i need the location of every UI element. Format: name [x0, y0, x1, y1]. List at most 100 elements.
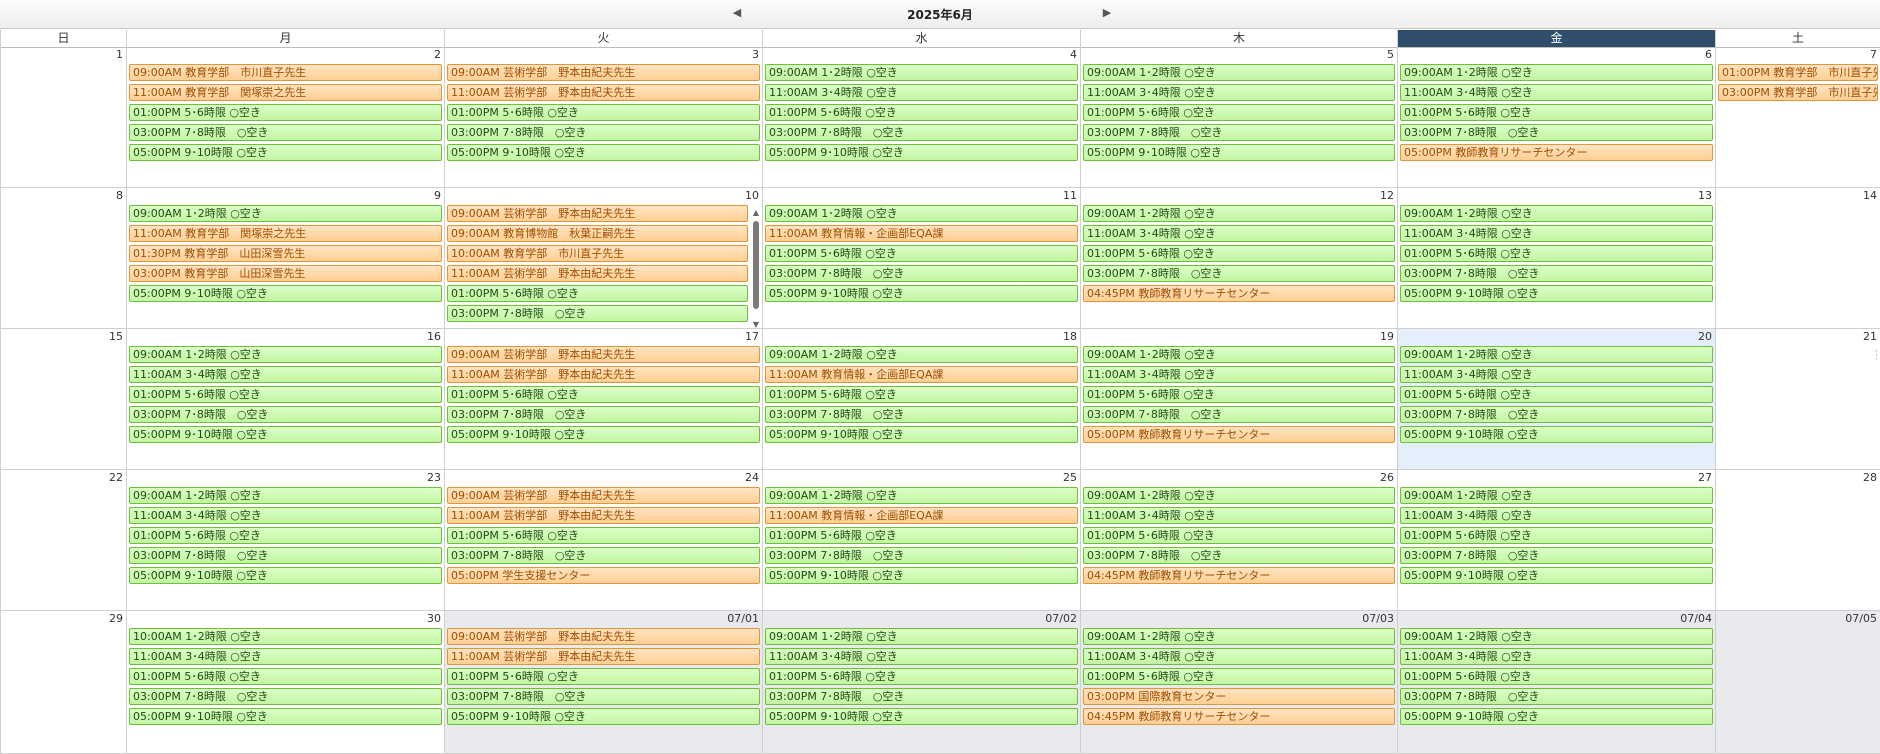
booked-event[interactable]: 05:00PM 教師教育リサーチセンター [1083, 426, 1395, 443]
booked-event[interactable]: 04:45PM 教師教育リサーチセンター [1083, 567, 1395, 584]
free-slot-event[interactable]: 01:00PM 5･6時限 ○空き [1083, 668, 1395, 685]
booked-event[interactable]: 11:00AM 芸術学部 野本由紀夫先生 [447, 648, 760, 665]
free-slot-event[interactable]: 09:00AM 1･2時限 ○空き [765, 487, 1078, 504]
booked-event[interactable]: 09:00AM 芸術学部 野本由紀夫先生 [447, 64, 760, 81]
free-slot-event[interactable]: 11:00AM 3･4時限 ○空き [1083, 507, 1395, 524]
free-slot-event[interactable]: 01:00PM 5･6時限 ○空き [1083, 527, 1395, 544]
free-slot-event[interactable]: 01:00PM 5･6時限 ○空き [129, 668, 442, 685]
free-slot-event[interactable]: 11:00AM 3･4時限 ○空き [1400, 507, 1713, 524]
free-slot-event[interactable]: 03:00PM 7･8時限 ○空き [447, 305, 748, 322]
free-slot-event[interactable]: 11:00AM 3･4時限 ○空き [1083, 225, 1395, 242]
booked-event[interactable]: 03:00PM 教育学部 市川直子先生 [1718, 84, 1878, 101]
free-slot-event[interactable]: 09:00AM 1･2時限 ○空き [129, 487, 442, 504]
free-slot-event[interactable]: 01:00PM 5･6時限 ○空き [765, 668, 1078, 685]
free-slot-event[interactable]: 05:00PM 9･10時限 ○空き [129, 567, 442, 584]
free-slot-event[interactable]: 03:00PM 7･8時限 ○空き [1400, 688, 1713, 705]
free-slot-event[interactable]: 11:00AM 3･4時限 ○空き [1083, 648, 1395, 665]
day-cell[interactable]: 9 09:00AM 1･2時限 ○空き 11:00AM 教育学部 関塚崇之先生 01:… [126, 188, 444, 329]
free-slot-event[interactable]: 01:00PM 5･6時限 ○空き [765, 386, 1078, 403]
booked-event[interactable]: 11:00AM 教育情報・企画部EQA課 [765, 225, 1078, 242]
free-slot-event[interactable]: 11:00AM 3･4時限 ○空き [1083, 84, 1395, 101]
free-slot-event[interactable]: 09:00AM 1･2時限 ○空き [765, 64, 1078, 81]
free-slot-event[interactable]: 09:00AM 1･2時限 ○空き [765, 205, 1078, 222]
booked-event[interactable]: 09:00AM 芸術学部 野本由紀夫先生 [447, 487, 760, 504]
free-slot-event[interactable]: 01:00PM 5･6時限 ○空き [129, 386, 442, 403]
booked-event[interactable]: 05:00PM 学生支援センター [447, 567, 760, 584]
scroll-up-icon[interactable]: ▲ [752, 208, 760, 217]
day-cell[interactable]: 07/02 09:00AM 1･2時限 ○空き 11:00AM 3･4時限 ○空き 0… [762, 611, 1080, 754]
day-cell[interactable]: 18 09:00AM 1･2時限 ○空き 11:00AM 教育情報・企画部EQA課 0… [762, 329, 1080, 470]
free-slot-event[interactable]: 01:00PM 5･6時限 ○空き [1400, 104, 1713, 121]
free-slot-event[interactable]: 11:00AM 3･4時限 ○空き [129, 648, 442, 665]
day-cell[interactable]: 11 09:00AM 1･2時限 ○空き 11:00AM 教育情報・企画部EQA課 0… [762, 188, 1080, 329]
day-cell[interactable]: 12 09:00AM 1･2時限 ○空き 11:00AM 3･4時限 ○空き 01:0… [1080, 188, 1397, 329]
free-slot-event[interactable]: 01:00PM 5･6時限 ○空き [447, 527, 760, 544]
free-slot-event[interactable]: 01:00PM 5･6時限 ○空き [765, 104, 1078, 121]
free-slot-event[interactable]: 09:00AM 1･2時限 ○空き [1083, 346, 1395, 363]
day-cell[interactable]: 701:00PM 教育学部 市川直子先生03:00PM 教育学部 市川直子先生 [1715, 47, 1880, 188]
day-cell[interactable]: 16 09:00AM 1･2時限 ○空き 11:00AM 3･4時限 ○空き 01:0… [126, 329, 444, 470]
free-slot-event[interactable]: 11:00AM 3･4時限 ○空き [1400, 225, 1713, 242]
booked-event[interactable]: 11:00AM 芸術学部 野本由紀夫先生 [447, 507, 760, 524]
day-cell[interactable]: 07/01 09:00AM 芸術学部 野本由紀夫先生 11:00AM 芸術学部 野本… [444, 611, 762, 754]
free-slot-event[interactable]: 01:00PM 5･6時限 ○空き [765, 527, 1078, 544]
scroll-thumb[interactable] [753, 221, 759, 309]
free-slot-event[interactable]: 03:00PM 7･8時限 ○空き [765, 265, 1078, 282]
free-slot-event[interactable]: 09:00AM 1･2時限 ○空き [129, 205, 442, 222]
free-slot-event[interactable]: 05:00PM 9･10時限 ○空き [447, 144, 760, 161]
booked-event[interactable]: 09:00AM 芸術学部 野本由紀夫先生 [447, 205, 748, 222]
free-slot-event[interactable]: 05:00PM 9･10時限 ○空き [1083, 144, 1395, 161]
day-cell[interactable]: 07/05 [1715, 611, 1880, 754]
booked-event[interactable]: 11:00AM 芸術学部 野本由紀夫先生 [447, 265, 748, 282]
booked-event[interactable]: 01:30PM 教育学部 山田深雪先生 [129, 245, 442, 262]
cell-scrollbar[interactable]: ▲ ▼ [751, 208, 761, 328]
free-slot-event[interactable]: 09:00AM 1･2時限 ○空き [1400, 487, 1713, 504]
free-slot-event[interactable]: 11:00AM 3･4時限 ○空き [1400, 366, 1713, 383]
free-slot-event[interactable]: 03:00PM 7･8時限 ○空き [129, 688, 442, 705]
booked-event[interactable]: 09:00AM 教育学部 市川直子先生 [129, 64, 442, 81]
day-cell[interactable]: 3 09:00AM 芸術学部 野本由紀夫先生 11:00AM 芸術学部 野本由紀夫先… [444, 47, 762, 188]
free-slot-event[interactable]: 05:00PM 9･10時限 ○空き [1400, 426, 1713, 443]
free-slot-event[interactable]: 03:00PM 7･8時限 ○空き [1400, 265, 1713, 282]
free-slot-event[interactable]: 09:00AM 1･2時限 ○空き [1400, 205, 1713, 222]
free-slot-event[interactable]: 05:00PM 9･10時限 ○空き [447, 426, 760, 443]
free-slot-event[interactable]: 03:00PM 7･8時限 ○空き [1083, 265, 1395, 282]
booked-event[interactable]: 10:00AM 教育学部 市川直子先生 [447, 245, 748, 262]
booked-event[interactable]: 04:45PM 教師教育リサーチセンター [1083, 285, 1395, 302]
free-slot-event[interactable]: 03:00PM 7･8時限 ○空き [1083, 547, 1395, 564]
booked-event[interactable]: 11:00AM 教育情報・企画部EQA課 [765, 366, 1078, 383]
free-slot-event[interactable]: 11:00AM 3･4時限 ○空き [1400, 84, 1713, 101]
resize-grip-icon[interactable]: · · · [1875, 347, 1878, 365]
free-slot-event[interactable]: 01:00PM 5･6時限 ○空き [447, 285, 748, 302]
day-cell[interactable]: 2 09:00AM 教育学部 市川直子先生 11:00AM 教育学部 関塚崇之先生 0… [126, 47, 444, 188]
booked-event[interactable]: 09:00AM 芸術学部 野本由紀夫先生 [447, 628, 760, 645]
free-slot-event[interactable]: 05:00PM 9･10時限 ○空き [765, 285, 1078, 302]
booked-event[interactable]: 11:00AM 芸術学部 野本由紀夫先生 [447, 366, 760, 383]
day-cell[interactable]: 27 09:00AM 1･2時限 ○空き 11:00AM 3･4時限 ○空き 01:0… [1397, 470, 1715, 611]
free-slot-event[interactable]: 09:00AM 1･2時限 ○空き [765, 346, 1078, 363]
free-slot-event[interactable]: 11:00AM 3･4時限 ○空き [765, 84, 1078, 101]
free-slot-event[interactable]: 09:00AM 1･2時限 ○空き [1083, 64, 1395, 81]
booked-event[interactable]: 11:00AM 教育学部 関塚崇之先生 [129, 84, 442, 101]
free-slot-event[interactable]: 05:00PM 9･10時限 ○空き [765, 426, 1078, 443]
free-slot-event[interactable]: 05:00PM 9･10時限 ○空き [765, 567, 1078, 584]
booked-event[interactable]: 01:00PM 教育学部 市川直子先生 [1718, 64, 1878, 81]
free-slot-event[interactable]: 05:00PM 9･10時限 ○空き [447, 708, 760, 725]
free-slot-event[interactable]: 01:00PM 5･6時限 ○空き [1083, 104, 1395, 121]
free-slot-event[interactable]: 01:00PM 5･6時限 ○空き [129, 527, 442, 544]
day-cell[interactable]: 26 09:00AM 1･2時限 ○空き 11:00AM 3･4時限 ○空き 01:0… [1080, 470, 1397, 611]
booked-event[interactable]: 03:00PM 教育学部 山田深雪先生 [129, 265, 442, 282]
booked-event[interactable]: 05:00PM 教師教育リサーチセンター [1400, 144, 1713, 161]
free-slot-event[interactable]: 03:00PM 7･8時限 ○空き [129, 406, 442, 423]
chevron-right-icon[interactable]: ▶ [1102, 6, 1112, 19]
chevron-left-icon[interactable]: ◀ [732, 6, 742, 19]
free-slot-event[interactable]: 05:00PM 9･10時限 ○空き [1400, 567, 1713, 584]
free-slot-event[interactable]: 09:00AM 1･2時限 ○空き [1083, 205, 1395, 222]
day-cell[interactable]: 10 09:00AM 芸術学部 野本由紀夫先生 09:00AM 教育博物館 秋葉正嗣… [444, 188, 762, 329]
day-cell[interactable]: 30 10:00AM 1･2時限 ○空き 11:00AM 3･4時限 ○空き 01:0… [126, 611, 444, 754]
day-cell[interactable]: 21 [1715, 329, 1880, 470]
free-slot-event[interactable]: 05:00PM 9･10時限 ○空き [129, 426, 442, 443]
free-slot-event[interactable]: 11:00AM 3･4時限 ○空き [129, 507, 442, 524]
free-slot-event[interactable]: 09:00AM 1･2時限 ○空き [1400, 64, 1713, 81]
free-slot-event[interactable]: 01:00PM 5･6時限 ○空き [1400, 245, 1713, 262]
